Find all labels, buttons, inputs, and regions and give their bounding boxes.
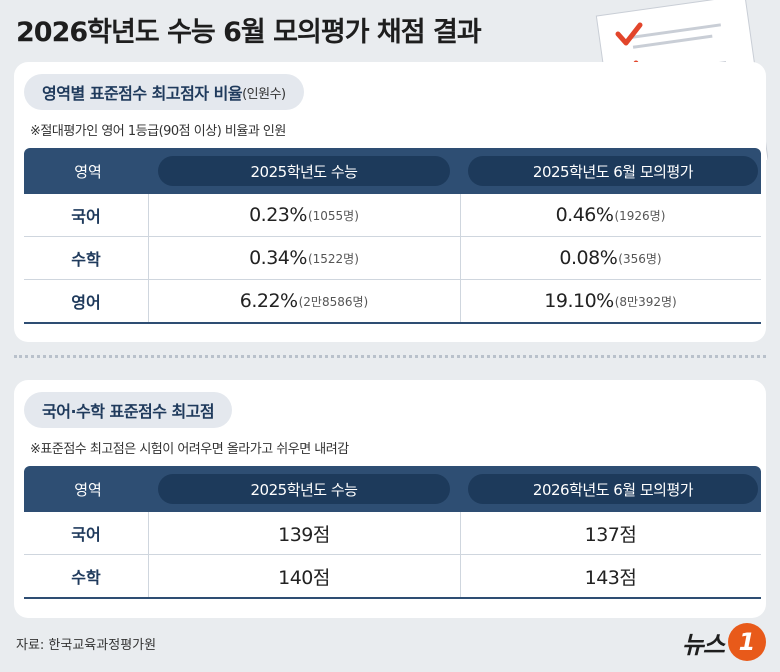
section1-heading: 영역별 표준점수 최고점자 비율 (인원수) (24, 74, 304, 110)
table2-header-col1: 2025학년도 수능 (158, 474, 450, 504)
row-area: 국어 (24, 512, 149, 554)
row-value-col1: 0.23% (1055명) (148, 194, 461, 236)
row-value-col2: 19.10% (8만392명) (460, 280, 761, 322)
score-value: 137점 (584, 523, 637, 546)
row-value-col1: 0.34% (1522명) (148, 237, 461, 279)
row-value-col2: 0.46% (1926명) (460, 194, 761, 236)
table-row: 국어 0.23% (1055명) 0.46% (1926명) (24, 194, 761, 237)
table1-header: 영역 2025학년도 수능 2025학년도 6월 모의평가 (24, 148, 761, 194)
section-divider (14, 355, 766, 358)
score-value: 139점 (278, 523, 330, 546)
ratio-value: 19.10% (544, 290, 614, 312)
row-value-col1: 139점 (148, 512, 461, 554)
row-value-col2: 143점 (460, 555, 761, 597)
row-value-col1: 6.22% (2만8586명) (148, 280, 461, 322)
logo-text: 뉴스 (681, 630, 725, 659)
table-row: 수학 140점 143점 (24, 555, 761, 599)
score-value: 140점 (278, 566, 330, 589)
section2-heading: 국어·수학 표준점수 최고점 (24, 392, 233, 428)
count-value: (1926명) (614, 208, 666, 223)
score-value: 143점 (584, 566, 637, 589)
ratio-value: 0.23% (249, 204, 307, 226)
table-row: 국어 139점 137점 (24, 512, 761, 555)
row-value-col2: 0.08% (356명) (460, 237, 761, 279)
count-value: (2만8586명) (298, 294, 369, 309)
table2-header-col2: 2026학년도 6월 모의평가 (468, 474, 758, 504)
table1-header-area: 영역 (74, 162, 102, 181)
section1-heading-sub: (인원수) (242, 86, 286, 102)
ratio-value: 0.34% (249, 247, 307, 269)
news1-logo: 뉴스 1 (682, 620, 766, 664)
section1-heading-text: 영역별 표준점수 최고점자 비율 (42, 84, 243, 103)
page-title: 2026학년도 수능 6월 모의평가 채점 결과 (16, 17, 482, 48)
table-row: 수학 0.34% (1522명) 0.08% (356명) (24, 237, 761, 280)
row-area: 수학 (24, 237, 149, 279)
ratio-value: 6.22% (239, 290, 298, 312)
table1-header-col2: 2025학년도 6월 모의평가 (468, 156, 758, 186)
row-value-col2: 137점 (460, 512, 761, 554)
logo-mark: 1 (728, 623, 766, 661)
count-value: (1055명) (307, 208, 359, 223)
section-top-standard-score: 국어·수학 표준점수 최고점 ※표준점수 최고점은 시험이 어려우면 올라가고 … (14, 380, 766, 618)
row-value-col1: 140점 (148, 555, 461, 597)
count-value: (8만392명) (614, 294, 677, 309)
table-row: 영어 6.22% (2만8586명) 19.10% (8만392명) (24, 280, 761, 324)
section-top-score-ratio: 영역별 표준점수 최고점자 비율 (인원수) ※절대평가인 영어 1등급(90점 … (14, 62, 766, 342)
ratio-value: 0.08% (559, 247, 618, 269)
section2-note: ※표준점수 최고점은 시험이 어려우면 올라가고 쉬우면 내려감 (30, 442, 349, 457)
table1-header-col1: 2025학년도 수능 (158, 156, 450, 186)
row-area: 영어 (24, 280, 149, 322)
source-caption: 자료: 한국교육과정평가원 (16, 638, 157, 653)
table2-header-area: 영역 (74, 480, 102, 499)
row-area: 국어 (24, 194, 149, 236)
table2-header: 영역 2025학년도 수능 2026학년도 6월 모의평가 (24, 466, 761, 512)
row-area: 수학 (24, 555, 149, 597)
count-value: (356명) (618, 251, 662, 266)
section1-note: ※절대평가인 영어 1등급(90점 이상) 비율과 인원 (30, 124, 286, 139)
count-value: (1522명) (307, 251, 359, 266)
ratio-value: 0.46% (555, 204, 614, 226)
